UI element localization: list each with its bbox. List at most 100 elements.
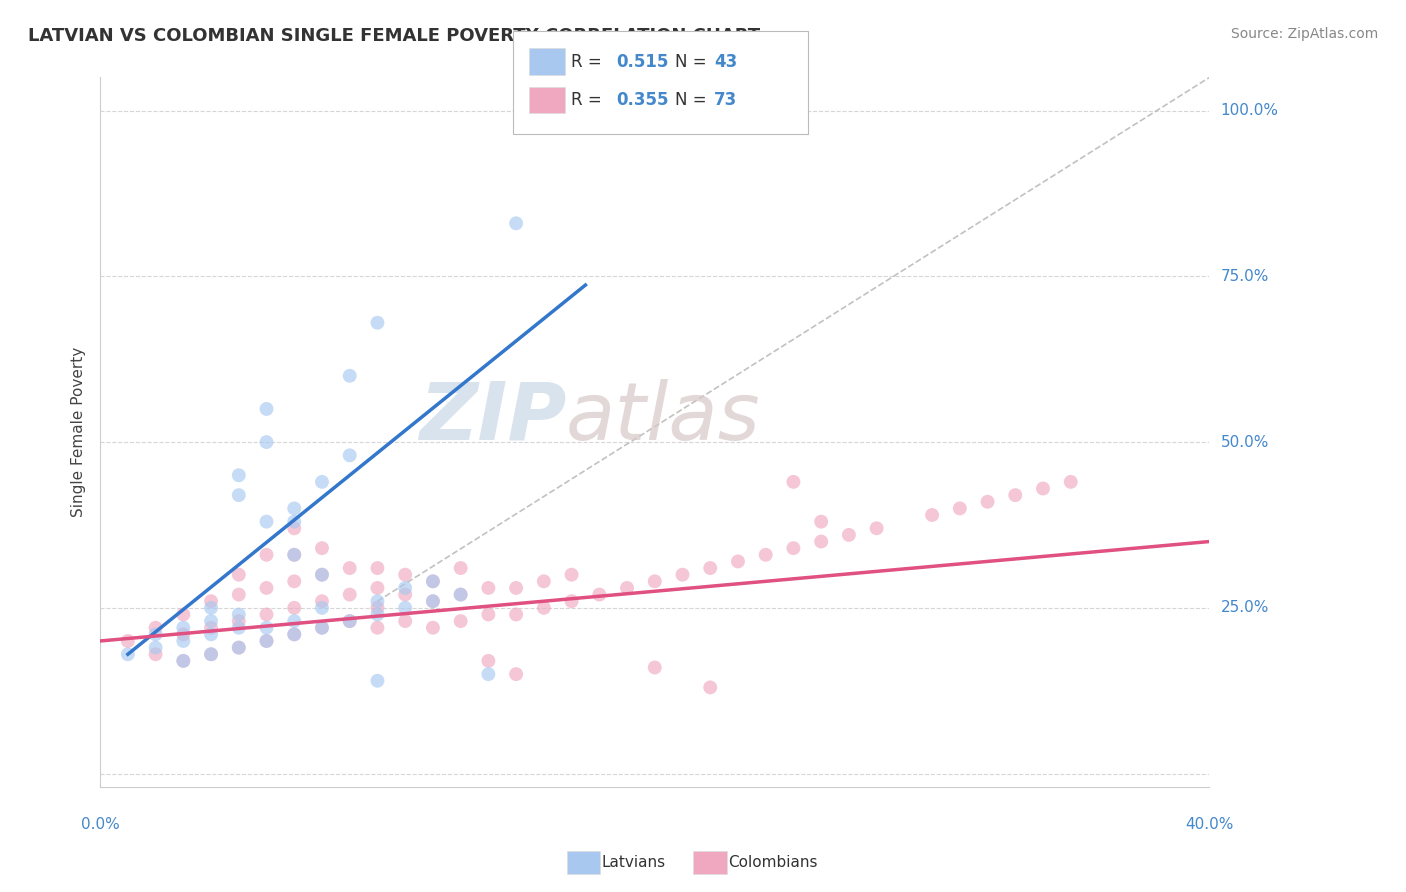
Point xyxy=(228,640,250,655)
Point xyxy=(200,627,222,641)
Point xyxy=(311,567,333,582)
Point xyxy=(256,581,278,595)
Point xyxy=(256,401,278,416)
Text: Latvians: Latvians xyxy=(602,855,666,870)
Text: 40.0%: 40.0% xyxy=(1185,817,1233,832)
Text: R =: R = xyxy=(571,91,607,109)
Text: 100.0%: 100.0% xyxy=(1220,103,1278,118)
Point xyxy=(450,614,472,628)
Text: 25.0%: 25.0% xyxy=(1220,600,1268,615)
Text: N =: N = xyxy=(675,53,711,70)
Point xyxy=(366,621,388,635)
Point xyxy=(339,561,361,575)
Point xyxy=(699,561,721,575)
Text: 0.355: 0.355 xyxy=(616,91,668,109)
Point xyxy=(283,574,305,589)
Point xyxy=(117,634,139,648)
Point xyxy=(865,521,887,535)
Point xyxy=(477,607,499,622)
Point xyxy=(283,600,305,615)
Point xyxy=(200,614,222,628)
Point xyxy=(339,448,361,462)
Point xyxy=(283,515,305,529)
Text: atlas: atlas xyxy=(567,379,761,457)
Point xyxy=(505,607,527,622)
Point xyxy=(145,621,167,635)
Point xyxy=(1060,475,1083,489)
Text: 0.515: 0.515 xyxy=(616,53,668,70)
Text: 73: 73 xyxy=(714,91,738,109)
Point xyxy=(256,435,278,450)
Point xyxy=(228,607,250,622)
Point xyxy=(311,600,333,615)
Point xyxy=(145,627,167,641)
Point xyxy=(172,621,194,635)
Point xyxy=(228,468,250,483)
Point xyxy=(699,681,721,695)
Point xyxy=(394,588,416,602)
Point xyxy=(172,654,194,668)
Point xyxy=(755,548,778,562)
Point xyxy=(228,614,250,628)
Point xyxy=(172,627,194,641)
Text: Colombians: Colombians xyxy=(728,855,818,870)
Point xyxy=(339,368,361,383)
Point xyxy=(671,567,693,582)
Point xyxy=(117,647,139,661)
Point xyxy=(283,548,305,562)
Point xyxy=(172,634,194,648)
Text: Source: ZipAtlas.com: Source: ZipAtlas.com xyxy=(1230,27,1378,41)
Point xyxy=(505,216,527,230)
Point xyxy=(450,588,472,602)
Point xyxy=(228,588,250,602)
Point xyxy=(311,567,333,582)
Point xyxy=(422,594,444,608)
Point xyxy=(366,581,388,595)
Point xyxy=(311,621,333,635)
Point xyxy=(200,647,222,661)
Point xyxy=(477,667,499,681)
Point xyxy=(228,488,250,502)
Point xyxy=(644,660,666,674)
Point xyxy=(588,588,610,602)
Point xyxy=(256,548,278,562)
Text: 50.0%: 50.0% xyxy=(1220,434,1268,450)
Point xyxy=(283,548,305,562)
Point xyxy=(256,621,278,635)
Point xyxy=(311,621,333,635)
Point xyxy=(644,574,666,589)
Point xyxy=(366,673,388,688)
Y-axis label: Single Female Poverty: Single Female Poverty xyxy=(72,347,86,517)
Point xyxy=(810,534,832,549)
Point xyxy=(1004,488,1026,502)
Point xyxy=(394,567,416,582)
Point xyxy=(394,600,416,615)
Point xyxy=(339,614,361,628)
Point xyxy=(200,600,222,615)
Point xyxy=(283,627,305,641)
Text: 75.0%: 75.0% xyxy=(1220,268,1268,284)
Point xyxy=(228,621,250,635)
Point xyxy=(283,627,305,641)
Point xyxy=(200,647,222,661)
Point xyxy=(616,581,638,595)
Point xyxy=(1032,482,1054,496)
Text: 0.0%: 0.0% xyxy=(80,817,120,832)
Point xyxy=(256,515,278,529)
Point xyxy=(976,495,998,509)
Point xyxy=(200,594,222,608)
Point xyxy=(366,600,388,615)
Point xyxy=(283,521,305,535)
Point xyxy=(422,594,444,608)
Point xyxy=(366,561,388,575)
Point xyxy=(339,588,361,602)
Point xyxy=(394,614,416,628)
Point xyxy=(283,501,305,516)
Point xyxy=(228,567,250,582)
Text: 43: 43 xyxy=(714,53,738,70)
Point xyxy=(533,574,555,589)
Point xyxy=(561,567,583,582)
Point xyxy=(782,541,804,556)
Point xyxy=(810,515,832,529)
Point xyxy=(311,475,333,489)
